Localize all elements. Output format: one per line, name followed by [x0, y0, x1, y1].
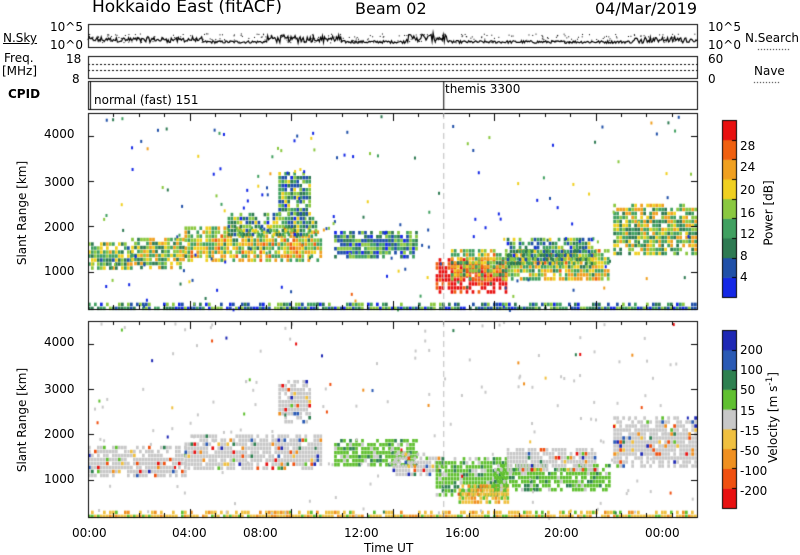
velocity-ytick-3000: 3000	[44, 382, 75, 396]
freq-unit-label: [MHz]	[2, 64, 38, 78]
velocity-cbar-tick-neg200: -200	[740, 484, 768, 498]
xtick-2000: 20:00	[544, 526, 579, 540]
nsky-tick-top: 10^5	[50, 20, 83, 34]
nsky-tick-bottom: 10^0	[50, 38, 83, 52]
power-cbar-tick-12: 12	[740, 227, 756, 241]
nsearch-label: N.Search	[745, 31, 800, 45]
nsearch-tick-top: 10^5	[708, 20, 741, 34]
station-title: Hokkaido East (fitACF)	[92, 0, 283, 17]
freq-tick-top: 18	[66, 52, 82, 66]
cpid-mode-1: normal (fast) 151	[94, 93, 199, 107]
velocity-colorbar-label: Velocity [m s-1]	[765, 372, 780, 463]
xlabel: Time UT	[364, 541, 414, 555]
nsearch-tick-bottom: 10^0	[708, 38, 741, 52]
xtick-0800: 08:00	[243, 526, 278, 540]
power-cbar-tick-28: 28	[740, 139, 756, 153]
velocity-ylabel: Slant Range [km]	[15, 367, 30, 473]
power-cbar-tick-4: 4	[740, 270, 748, 284]
power-cbar-tick-20: 20	[740, 183, 756, 197]
xtick-1600: 16:00	[445, 526, 480, 540]
xtick-0400: 04:00	[172, 526, 207, 540]
date-title: 04/Mar/2019	[595, 0, 698, 18]
power-ytick-2000: 2000	[44, 220, 75, 234]
power-cbar-tick-16: 16	[740, 206, 756, 220]
power-colorbar-label: Power [dB]	[761, 180, 776, 246]
power-cbar-tick-8: 8	[740, 249, 748, 263]
power-ytick-3000: 3000	[44, 175, 75, 189]
velocity-cbar-tick-50: 50	[740, 383, 756, 397]
beam-title: Beam 02	[355, 0, 427, 18]
power-cbar-tick-24: 24	[740, 160, 756, 174]
power-ytick-4000: 4000	[44, 127, 75, 141]
velocity-cbar-tick-15: 15	[740, 404, 756, 418]
velocity-cbar-tick-100: 100	[740, 363, 763, 377]
nave-label: Nave	[754, 64, 785, 78]
freq-tick-bottom: 8	[72, 72, 80, 86]
velocity-cbar-tick-neg15: -15	[740, 424, 760, 438]
power-ylabel: Slant Range [km]	[15, 160, 30, 266]
cpid-mode-2: themis 3300	[445, 82, 521, 96]
xtick-2400: 00:00	[645, 526, 680, 540]
cpid-label: CPID	[8, 87, 41, 101]
power-ytick-1000: 1000	[44, 264, 75, 278]
xtick-1200: 12:00	[344, 526, 379, 540]
nave-tick-top: 60	[708, 52, 724, 66]
velocity-cbar-tick-neg100: -100	[740, 464, 768, 478]
velocity-ytick-1000: 1000	[44, 472, 75, 486]
xtick-0000: 00:00	[72, 526, 107, 540]
velocity-ytick-2000: 2000	[44, 427, 75, 441]
velocity-cbar-tick-200: 200	[740, 343, 763, 357]
nsky-label: N.Sky	[3, 31, 38, 45]
freq-label: Freq.	[4, 51, 34, 65]
nave-tick-bottom: 0	[708, 72, 716, 86]
velocity-cbar-tick-neg50: -50	[740, 444, 760, 458]
velocity-ytick-4000: 4000	[44, 335, 75, 349]
